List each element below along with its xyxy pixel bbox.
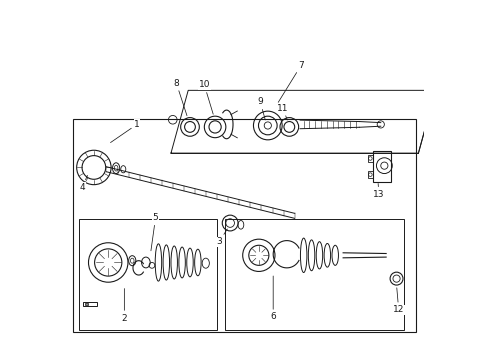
- Text: 11: 11: [277, 104, 288, 120]
- Bar: [367, 171, 372, 178]
- Text: 6: 6: [270, 276, 276, 321]
- Text: 2: 2: [122, 289, 127, 323]
- Text: 12: 12: [392, 288, 404, 314]
- Text: 10: 10: [198, 81, 213, 114]
- Text: 9: 9: [257, 97, 264, 120]
- Bar: [367, 155, 372, 162]
- Bar: [79, 219, 217, 330]
- Text: 1: 1: [110, 120, 140, 143]
- Text: 7: 7: [278, 61, 304, 102]
- Text: 4: 4: [80, 175, 87, 192]
- Text: 13: 13: [372, 184, 384, 199]
- Text: 8: 8: [173, 79, 186, 116]
- Text: 3: 3: [216, 229, 227, 246]
- Bar: [83, 302, 97, 306]
- Bar: [224, 219, 403, 330]
- Text: 5: 5: [151, 213, 158, 251]
- Bar: [73, 119, 415, 332]
- Bar: [84, 303, 88, 305]
- Bar: [372, 151, 390, 182]
